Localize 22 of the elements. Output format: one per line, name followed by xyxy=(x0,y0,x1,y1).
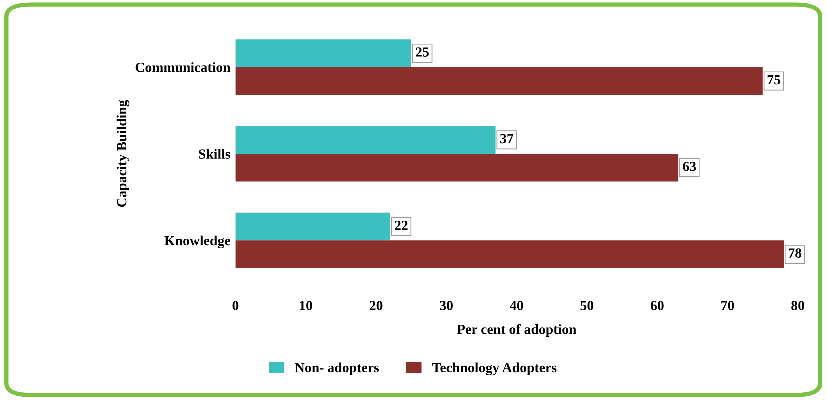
data-label: 63 xyxy=(683,162,696,172)
data-label: 25 xyxy=(416,48,429,57)
y-tick-label: Skills xyxy=(199,149,230,159)
x-tick-label: 50 xyxy=(580,301,594,310)
legend-label: Non- adopters xyxy=(295,362,380,376)
x-tick-label: 30 xyxy=(440,301,453,310)
y-axis-title: Capacity Building xyxy=(116,100,130,208)
data-label: 37 xyxy=(500,134,514,144)
x-tick-label: 70 xyxy=(722,301,734,310)
x-tick-label: 10 xyxy=(300,301,312,310)
data-label: 78 xyxy=(788,248,802,258)
data-label: 75 xyxy=(768,75,780,85)
x-tick-label: 0 xyxy=(232,301,239,310)
x-tick-label: 80 xyxy=(792,301,804,310)
x-axis-title: Per cent of adoption xyxy=(457,324,577,338)
x-tick-label: 40 xyxy=(510,301,524,310)
x-tick-label: 20 xyxy=(370,301,383,310)
legend-label: Technology Adopters xyxy=(432,362,557,376)
data-label: 22 xyxy=(395,220,408,230)
y-tick-label: Knowledge xyxy=(164,236,230,249)
x-tick-label: 60 xyxy=(650,301,664,310)
y-tick-label: Communication xyxy=(136,62,231,72)
